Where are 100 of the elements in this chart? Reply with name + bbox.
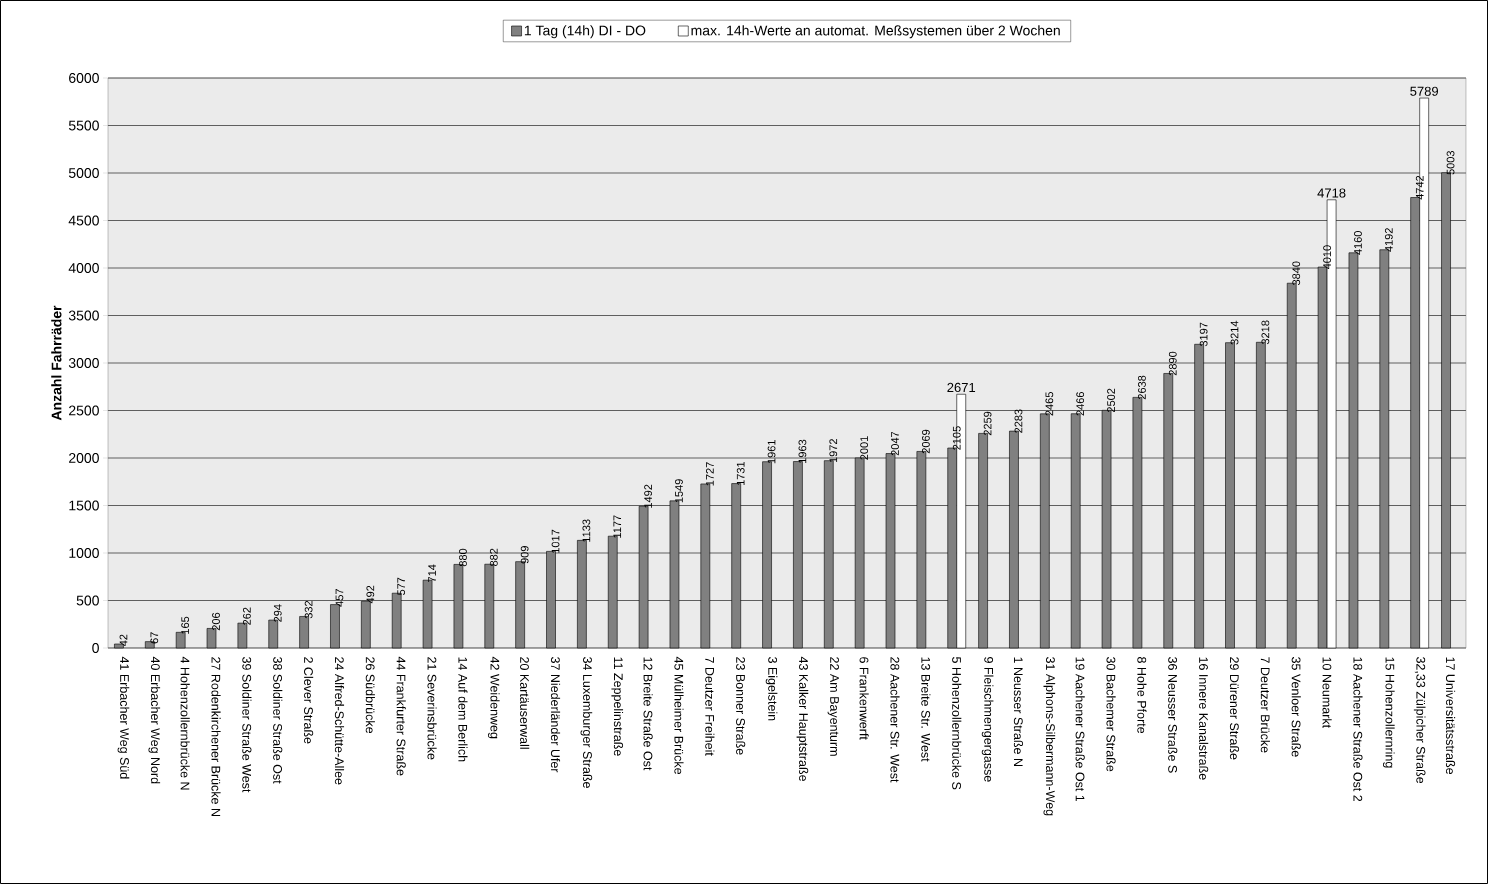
data-label: 2047	[891, 431, 899, 456]
x-tick-label: 11 Zeppelinstraße	[611, 657, 624, 756]
y-tick-label: 5500	[68, 120, 99, 131]
data-label: 1731	[736, 461, 745, 486]
x-tick-label: 30 Bachemer Straße	[1106, 656, 1116, 772]
y-tick-label: 0	[92, 643, 99, 653]
data-label: 1972	[829, 439, 838, 463]
x-tick-label: 19 Aachener Straße Ost 1	[1075, 657, 1085, 802]
data-label: 165	[181, 616, 190, 634]
x-tick-label: 9 Fleischmengergasse	[981, 657, 994, 782]
data-label: 2466	[1076, 392, 1085, 416]
data-label: 262	[242, 607, 251, 625]
data-label: 2638	[1138, 375, 1146, 400]
data-label: 577	[397, 577, 406, 596]
data-label: 2259	[983, 411, 992, 436]
bar	[175, 632, 186, 649]
x-tick-label: 22 Am Bayenturm	[827, 657, 839, 756]
data-label: 457	[335, 589, 344, 607]
x-tick-label: 7 Deutzer Brücke	[1260, 657, 1270, 753]
data-label: 2069	[921, 429, 930, 454]
x-tick-label: 28 Aachener Str. West	[890, 657, 900, 783]
data-label: 5003	[1446, 151, 1455, 175]
x-tick-label: 12 Breite Straße Ost	[643, 657, 653, 771]
x-tick-label: 37 Niederländer Ufer	[550, 656, 561, 773]
x-tick-label: 36 Neusser Straße S	[1168, 656, 1178, 773]
data-label: 2283	[1014, 409, 1023, 433]
x-tick-label: 7 Deutzer Freiheit	[705, 657, 715, 756]
x-tick-label: 18 Aachener Straße Ost 2	[1353, 657, 1363, 802]
data-label: 1963	[798, 439, 807, 463]
legend-label: max. 14h-Werte an automat. Meßsystemen über 2 Wochen	[691, 25, 1060, 39]
x-tick-label: 45 Mülheimer Brücke	[674, 656, 684, 775]
legend-label: 1 Tag (14h) DI - DO	[524, 25, 646, 39]
x-tick-label: 4 Hohenzollernbrücke N	[180, 656, 190, 790]
data-label: 492	[366, 585, 375, 604]
data-label: 67	[150, 632, 159, 644]
x-tick-label: 20 Kartäuserwall	[520, 657, 530, 749]
x-tick-label: 29 Dürener Straße	[1229, 657, 1240, 760]
data-label: 2465	[1045, 392, 1054, 416]
y-tick-label: 4500	[68, 215, 99, 226]
x-tick-label: 26 Südbrücke	[365, 657, 375, 734]
y-tick-label: 3500	[68, 310, 99, 321]
data-label: 4010	[1323, 245, 1331, 270]
data-label: 332	[304, 600, 313, 619]
x-tick-label: 6 Frankenwerft	[859, 657, 869, 740]
x-tick-label: 24 Alfred-Schütte-Allee	[334, 657, 345, 785]
x-tick-label: 35 Venloer Straße	[1291, 656, 1301, 757]
data-label: 4160	[1354, 231, 1362, 255]
x-tick-label: 23 Bonner Straße	[736, 657, 746, 755]
y-tick-label: 4000	[68, 263, 99, 273]
x-tick-label: 34 Luxemburger Straße	[580, 656, 593, 788]
y-tick-label: 1500	[69, 500, 99, 511]
y-tick-label: 3000	[68, 358, 99, 368]
data-label: 206	[212, 612, 220, 631]
data-label: 1133	[582, 519, 591, 542]
data-label: 2105	[952, 426, 961, 450]
data-label: 2001	[860, 436, 869, 460]
data-label: 3197	[1199, 322, 1208, 347]
data-label: 1492	[644, 484, 652, 508]
y-tick-label: 1000	[69, 548, 99, 558]
data-label: 1549	[675, 479, 683, 503]
y-tick-label: 2000	[69, 453, 99, 463]
data-label: 1961	[767, 440, 776, 464]
x-tick-label: 39 Soldiner Straße West	[242, 656, 252, 793]
y-tick-label: 5000	[68, 168, 99, 178]
x-tick-label: 14 Auf dem Berlich	[458, 657, 468, 762]
x-tick-label: 16 Innere Kanalstraße	[1199, 657, 1209, 780]
x-tick-label: 15 Hohenzollernring	[1382, 657, 1395, 768]
data-label: 909	[520, 546, 529, 564]
y-tick-label: 6000	[69, 73, 99, 83]
x-tick-label: 8 Hohe Pforte	[1137, 657, 1147, 734]
x-tick-label: 40 Erbacher Weg Nord	[148, 656, 161, 784]
x-tick-label: 44 Frankfurter Straße	[396, 656, 406, 776]
data-label: 882	[489, 548, 498, 567]
data-label: 2502	[1107, 388, 1115, 413]
x-tick-label: 42 Weidenweg	[487, 656, 500, 739]
x-tick-label: 32,33 Zülpicher Straße	[1413, 656, 1426, 784]
data-label: 5789	[1410, 86, 1439, 96]
data-label: 880	[459, 548, 467, 567]
x-tick-label: 1 Neusser Straße N	[1013, 657, 1024, 766]
x-tick-label: 27 Rodenkirchener Brücke N	[211, 657, 221, 816]
data-label: 294	[273, 604, 282, 622]
data-label: 4718	[1317, 188, 1346, 198]
data-label: 4192	[1384, 228, 1393, 252]
data-label: 2671	[947, 382, 976, 393]
data-label: 4742	[1415, 175, 1424, 200]
x-tick-label: 13 Breite Str. West	[921, 657, 931, 762]
data-label: 3840	[1292, 261, 1301, 286]
data-label: 42	[119, 634, 128, 647]
data-label: 3214	[1230, 320, 1239, 345]
x-tick-label: 17 Universitätsstraße	[1445, 657, 1456, 775]
x-tick-label: 31 Alphons-Silbermann-Weg	[1043, 656, 1056, 816]
x-tick-label: 10 Neumarkt	[1322, 657, 1332, 728]
x-tick-label: 41 Erbacher Weg Süd	[117, 656, 130, 779]
x-tick-label: 2 Clever Straße	[304, 657, 314, 744]
data-label: 1017	[551, 529, 560, 553]
x-tick-label: 3 Eigelstein	[765, 656, 778, 721]
x-tick-label: 5 Hohenzollernbrücke S	[952, 657, 962, 790]
data-label: 714	[428, 564, 436, 582]
data-label: 3218	[1261, 320, 1270, 345]
y-tick-label: 2500	[69, 405, 99, 416]
